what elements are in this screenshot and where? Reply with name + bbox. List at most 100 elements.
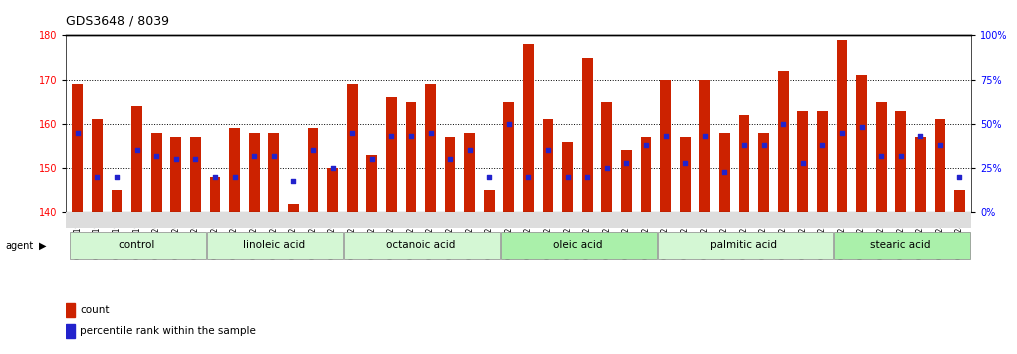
Point: [540, 148, 556, 153]
Bar: [66, 324, 75, 338]
FancyBboxPatch shape: [207, 232, 344, 259]
Point: [951, 174, 967, 180]
Bar: [484, 190, 494, 212]
FancyBboxPatch shape: [501, 232, 657, 259]
Point: [677, 160, 694, 166]
Text: count: count: [80, 305, 110, 315]
Point: [305, 148, 321, 153]
Point: [70, 130, 86, 136]
Point: [775, 121, 791, 127]
Bar: [523, 44, 534, 212]
Point: [324, 165, 341, 171]
Bar: [778, 71, 788, 212]
Bar: [915, 137, 925, 212]
Bar: [385, 97, 397, 212]
Point: [521, 174, 537, 180]
Bar: [660, 80, 671, 212]
Point: [462, 148, 478, 153]
Text: octanoic acid: octanoic acid: [386, 240, 456, 250]
Bar: [171, 137, 181, 212]
Point: [657, 133, 673, 139]
Text: percentile rank within the sample: percentile rank within the sample: [80, 326, 256, 336]
Bar: [719, 133, 730, 212]
Point: [246, 153, 262, 159]
Bar: [229, 128, 240, 212]
Bar: [406, 102, 416, 212]
Point: [834, 130, 850, 136]
Bar: [288, 204, 299, 212]
Point: [815, 142, 831, 148]
Point: [265, 153, 282, 159]
Bar: [444, 137, 456, 212]
Point: [383, 133, 400, 139]
Point: [168, 156, 184, 162]
Point: [128, 148, 144, 153]
Bar: [954, 190, 965, 212]
Point: [756, 142, 772, 148]
Bar: [817, 110, 828, 212]
Bar: [759, 133, 769, 212]
Bar: [93, 119, 103, 212]
Bar: [738, 115, 750, 212]
Point: [422, 130, 438, 136]
Point: [285, 178, 301, 183]
Point: [912, 133, 929, 139]
Bar: [425, 84, 436, 212]
Point: [148, 153, 165, 159]
Point: [500, 121, 517, 127]
Point: [716, 169, 732, 175]
Bar: [268, 133, 279, 212]
Text: ▶: ▶: [39, 241, 46, 251]
Point: [227, 174, 243, 180]
Bar: [72, 84, 83, 212]
Point: [109, 174, 125, 180]
Point: [873, 153, 889, 159]
Bar: [347, 84, 358, 212]
Bar: [131, 106, 142, 212]
Text: palmitic acid: palmitic acid: [711, 240, 777, 250]
Bar: [151, 133, 162, 212]
Bar: [679, 137, 691, 212]
Point: [442, 156, 459, 162]
Point: [932, 142, 948, 148]
Bar: [856, 75, 866, 212]
Point: [206, 174, 223, 180]
Bar: [797, 110, 809, 212]
Bar: [582, 57, 593, 212]
Point: [579, 174, 595, 180]
Point: [618, 160, 635, 166]
Bar: [327, 168, 338, 212]
Bar: [465, 133, 475, 212]
Bar: [700, 80, 710, 212]
Text: GDS3648 / 8039: GDS3648 / 8039: [66, 14, 169, 27]
Point: [599, 165, 615, 171]
Bar: [935, 119, 945, 212]
Text: agent: agent: [5, 241, 34, 251]
FancyBboxPatch shape: [658, 232, 833, 259]
Point: [736, 142, 753, 148]
Point: [794, 160, 811, 166]
Text: stearic acid: stearic acid: [871, 240, 931, 250]
Point: [481, 174, 497, 180]
Bar: [621, 150, 632, 212]
Text: linoleic acid: linoleic acid: [243, 240, 305, 250]
Point: [89, 174, 106, 180]
Bar: [503, 102, 515, 212]
FancyBboxPatch shape: [70, 232, 206, 259]
Bar: [210, 177, 221, 212]
Point: [403, 133, 419, 139]
Bar: [895, 110, 906, 212]
FancyBboxPatch shape: [345, 232, 500, 259]
Bar: [190, 137, 200, 212]
Bar: [562, 142, 573, 212]
Bar: [249, 133, 259, 212]
Bar: [307, 128, 318, 212]
Bar: [66, 303, 75, 317]
Text: control: control: [118, 240, 155, 250]
Bar: [112, 190, 122, 212]
Text: oleic acid: oleic acid: [552, 240, 602, 250]
FancyBboxPatch shape: [834, 232, 970, 259]
Point: [697, 133, 713, 139]
Bar: [876, 102, 887, 212]
Point: [559, 174, 576, 180]
